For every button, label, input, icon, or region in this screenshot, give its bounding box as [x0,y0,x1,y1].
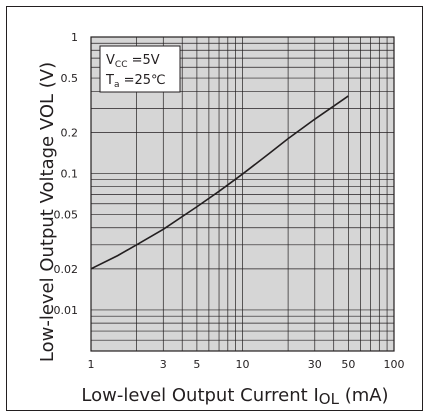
legend-entry-vcc: VCC =5V [106,53,160,70]
x-tick-label: 50 [341,358,355,371]
x-tick-label: 3 [160,358,167,371]
legend-entry-ta: Ta =25℃ [105,73,166,90]
x-tick-label: 10 [236,358,250,371]
y-tick-label: 1 [71,31,78,44]
plot-border [90,36,395,352]
y-tick-label: 0.05 [54,209,79,222]
x-tick-label: 1 [88,358,95,371]
y-tick-labels: 0.01 0.02 0.05 0.1 0.2 0.5 1 [54,31,79,317]
series-line-0 [90,95,349,270]
x-tick-label: 100 [384,358,405,371]
y-tick-label: 0.1 [61,167,79,180]
series-group [90,95,349,270]
x-tick-label: 30 [308,358,322,371]
x-tick-label: 5 [193,358,200,371]
x-tick-labels: 1 3 5 10 30 50 100 [88,358,405,371]
y-tick-label: 0.2 [61,126,79,139]
legend: VCC =5V Ta =25℃ [99,45,181,93]
y-tick-label: 0.01 [54,304,79,317]
x-axis-title: Low-level Output Current IOL (mA) [81,385,388,408]
y-tick-label: 0.02 [54,263,79,276]
y-axis-title: Low-level Output Voltage VOL (V) [37,62,58,362]
y-tick-label: 0.5 [61,72,79,85]
legend-box [99,45,181,93]
